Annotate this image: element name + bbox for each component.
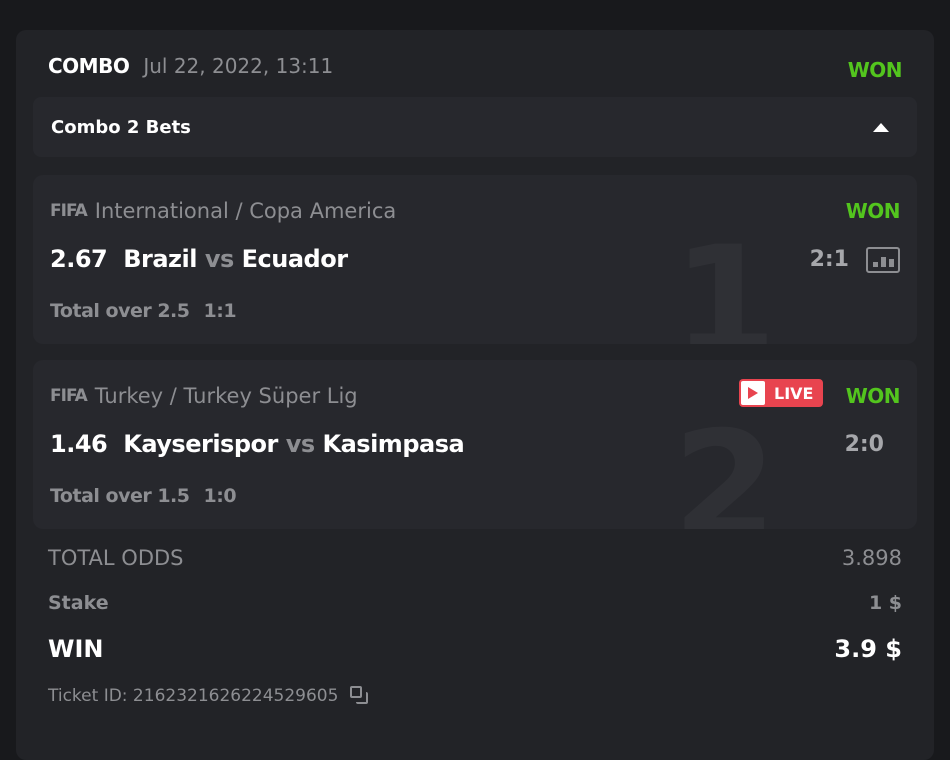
bet-index: 1: [672, 215, 777, 344]
play-icon: [741, 381, 765, 405]
away-team: Kasimpasa: [322, 430, 465, 458]
odds: 1.46: [50, 430, 108, 458]
combo-toggle[interactable]: Combo 2 Bets: [33, 97, 917, 157]
stake-row: Stake 1 $: [48, 592, 902, 614]
home-team: Kayserispor: [123, 430, 278, 458]
win-value: 3.9 $: [834, 635, 902, 663]
bet-ticket-card: COMBO Jul 22, 2022, 13:11 WON Combo 2 Be…: [16, 30, 934, 760]
bet-item: 2 FIFA Turkey / Turkey Süper Lig LIVE WON…: [33, 360, 917, 529]
market-score: 1:0: [203, 485, 237, 507]
market-line: Total over 1.5 1:0: [50, 485, 237, 507]
match-score: 2:0: [844, 432, 884, 457]
copy-icon[interactable]: [350, 686, 370, 706]
match-line: 2.67 Brazil vs Ecuador: [50, 245, 348, 273]
match-line: 1.46 Kayserispor vs Kasimpasa: [50, 430, 465, 458]
market-line: Total over 2.5 1:1: [50, 300, 237, 322]
stake-label: Stake: [48, 592, 109, 614]
stats-icon[interactable]: [866, 247, 900, 273]
away-team: Ecuador: [241, 245, 348, 273]
league-name: International / Copa America: [94, 199, 397, 223]
status-badge: WON: [847, 58, 903, 82]
ticket-id: Ticket ID: 2162321626224529605: [48, 686, 339, 706]
market-score: 1:1: [203, 300, 237, 322]
market: Total over 2.5: [50, 300, 190, 322]
combo-label: Combo 2 Bets: [51, 116, 191, 138]
bet-item: 1 FIFA International / Copa America WON 2…: [33, 175, 917, 344]
stake-value: 1 $: [868, 592, 902, 614]
bet-status: WON: [845, 199, 901, 223]
ticket-row: Ticket ID: 2162321626224529605: [48, 686, 902, 706]
match-score: 2:1: [809, 247, 849, 272]
total-odds-value: 3.898: [841, 546, 902, 570]
triangle-up-icon: [873, 122, 889, 132]
bet-index: 2: [672, 400, 777, 529]
total-odds-row: TOTAL ODDS 3.898: [48, 546, 902, 570]
win-label: WIN: [48, 635, 104, 663]
live-badge: LIVE: [739, 379, 823, 407]
market: Total over 1.5: [50, 485, 190, 507]
fifa-logo-icon: FIFA: [50, 201, 88, 221]
ticket-header: COMBO Jul 22, 2022, 13:11 WON: [48, 50, 903, 82]
league-name: Turkey / Turkey Süper Lig: [94, 384, 358, 408]
live-label: LIVE: [774, 383, 814, 403]
fifa-logo-icon: FIFA: [50, 386, 88, 406]
home-team: Brazil: [123, 245, 197, 273]
vs: vs: [204, 245, 234, 273]
bet-date: Jul 22, 2022, 13:11: [143, 54, 334, 78]
bet-type: COMBO: [48, 54, 130, 78]
odds: 2.67: [50, 245, 108, 273]
vs: vs: [285, 430, 315, 458]
bet-status: WON: [845, 384, 901, 408]
win-row: WIN 3.9 $: [48, 635, 902, 663]
total-odds-label: TOTAL ODDS: [48, 546, 184, 570]
